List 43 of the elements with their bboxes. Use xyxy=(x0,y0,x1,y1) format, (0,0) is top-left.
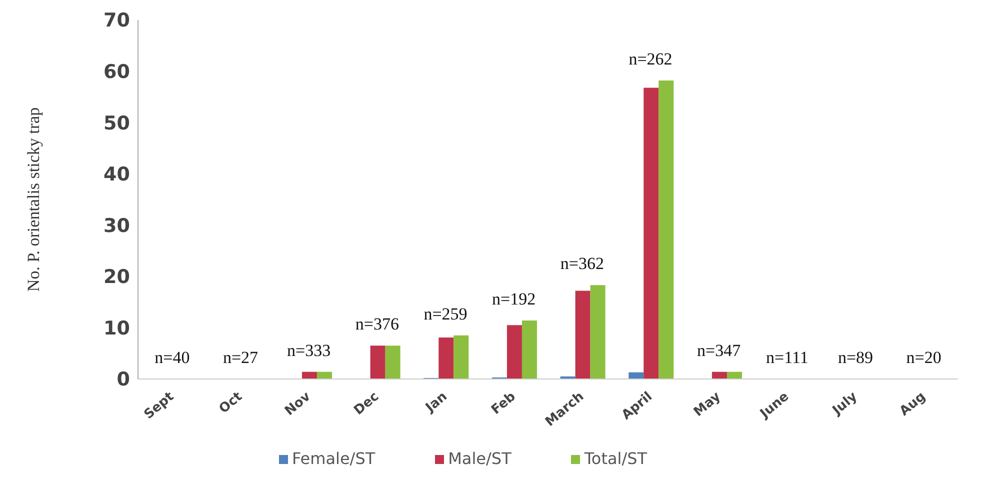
legend-label: Male/ST xyxy=(448,449,512,468)
bar xyxy=(316,372,332,379)
y-axis-title: No. P. orientalis sticky trap xyxy=(24,107,44,292)
y-tick-label: 20 xyxy=(104,266,130,288)
legend-label: Female/ST xyxy=(292,449,376,468)
y-tick-label: 70 xyxy=(104,10,130,32)
annotation: n=111 xyxy=(766,348,808,367)
y-tick-label: 30 xyxy=(104,214,130,237)
y-tick-label: 50 xyxy=(104,112,130,134)
annotation: n=89 xyxy=(838,348,874,367)
annotation: n=376 xyxy=(355,314,399,334)
annotation: n=362 xyxy=(560,254,604,274)
bar xyxy=(302,372,317,379)
bar xyxy=(385,346,400,379)
bar xyxy=(590,285,606,379)
annotation: n=262 xyxy=(628,50,672,69)
bar xyxy=(726,372,742,379)
bar xyxy=(575,290,590,379)
annotation: n=192 xyxy=(492,290,536,309)
bar xyxy=(712,372,727,379)
annotation: n=40 xyxy=(154,348,190,367)
bar xyxy=(522,320,537,379)
y-tick-label: 60 xyxy=(104,61,130,84)
annotation: n=333 xyxy=(287,340,331,360)
bar xyxy=(628,372,644,379)
bar xyxy=(658,80,674,379)
y-tick-label: 0 xyxy=(116,368,130,391)
bar xyxy=(370,346,386,379)
annotation: n=20 xyxy=(906,348,942,367)
x-tick-label: Oct xyxy=(216,389,246,417)
bar xyxy=(506,325,522,379)
x-tick-label: Jan xyxy=(422,389,450,416)
x-tick-label: Feb xyxy=(488,389,519,418)
annotation: n=347 xyxy=(697,340,742,360)
x-tick-label: Dec xyxy=(351,389,382,418)
y-tick-label: 10 xyxy=(104,317,130,340)
y-tick-label: 40 xyxy=(104,164,130,186)
bar xyxy=(438,337,454,379)
annotation: n=259 xyxy=(424,304,468,324)
legend-label: Total/ST xyxy=(584,449,648,468)
bar xyxy=(454,335,469,379)
bar xyxy=(644,88,659,379)
annotation: n=27 xyxy=(222,348,259,367)
